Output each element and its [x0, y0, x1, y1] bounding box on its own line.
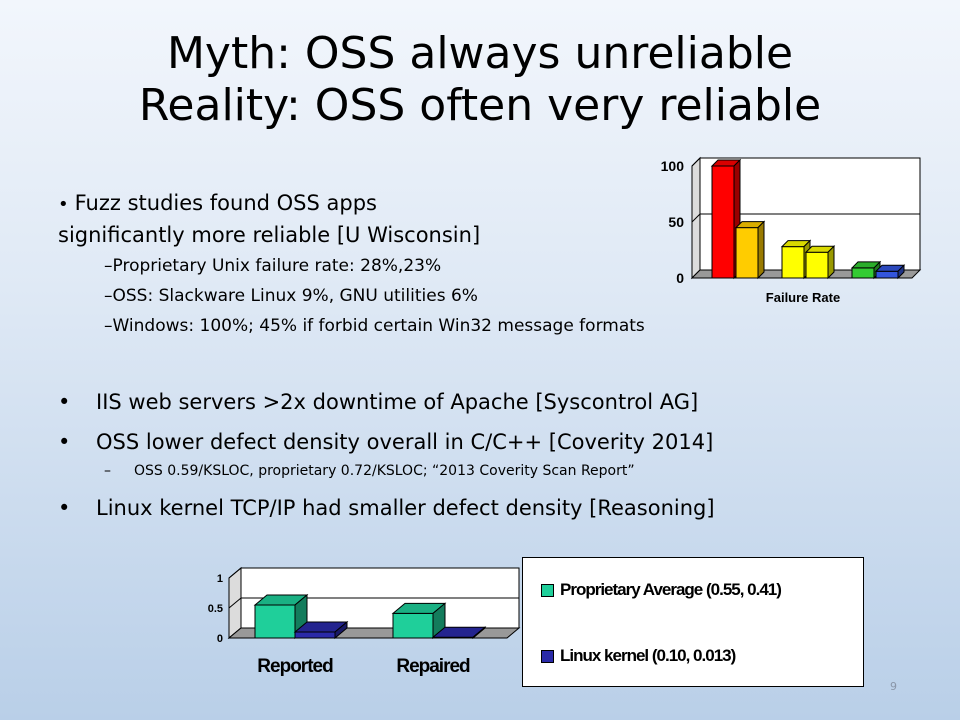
- failure-rate-xlabel: Failure Rate: [766, 290, 840, 305]
- chart2-ytick: 1: [217, 573, 223, 585]
- bullet-list: IIS web servers >2x downtime of Apache […: [58, 382, 938, 528]
- legend-item-proprietary: Proprietary Average (0.55, 0.41): [541, 580, 782, 600]
- legend-label-proprietary: Proprietary Average (0.55, 0.41): [560, 580, 782, 599]
- bullet-iis: IIS web servers >2x downtime of Apache […: [58, 382, 938, 422]
- title-line-reality: Reality: OSS often very reliable: [138, 80, 822, 131]
- fuzz-sub-proprietary: Proprietary Unix failure rate: 28%,23%: [58, 251, 618, 281]
- chart2-ytick: 0.5: [208, 603, 223, 615]
- chart2-bar: [391, 602, 447, 640]
- defect-density-legend: Proprietary Average (0.55, 0.41) Linux k…: [522, 557, 864, 687]
- chart2-gridline-side: [228, 597, 242, 609]
- bullet-linux-kernel: Linux kernel TCP/IP had smaller defect d…: [58, 488, 938, 528]
- chart1-gridline-side: [691, 213, 701, 223]
- legend-swatch-proprietary: [541, 584, 554, 598]
- chart2-bar: [253, 593, 309, 640]
- chart2-bar: [431, 626, 487, 640]
- title-line-myth: Myth: OSS always unreliable: [166, 28, 794, 79]
- bullet-coverity: OSS lower defect density overall in C/C+…: [58, 422, 938, 462]
- failure-rate-chart: 0 50 100 Failure Rate: [661, 156, 922, 305]
- defect-density-chart: 0 0.5 1 Reported Repaired: [208, 566, 521, 677]
- chart1-bar: [874, 264, 906, 280]
- fuzz-sub-oss: OSS: Slackware Linux 9%, GNU utilities 6…: [58, 281, 618, 311]
- chart1-ytick: 100: [661, 158, 685, 174]
- bullet-coverity-sub: OSS 0.59/KSLOC, proprietary 0.72/KSLOC; …: [58, 460, 938, 482]
- chart2-bar: [293, 620, 349, 640]
- page-number: 9: [890, 680, 897, 693]
- chart1-ytick: 0: [676, 270, 684, 286]
- legend-label-linux: Linux kernel (0.10, 0.013): [560, 646, 736, 665]
- chart2-category-label: Repaired: [396, 656, 470, 677]
- chart2-gridline-side: [228, 567, 242, 579]
- fuzz-sub-windows: Windows: 100%; 45% if forbid certain Win…: [58, 311, 645, 341]
- chart1-ytick: 50: [668, 214, 684, 230]
- fuzz-section: Fuzz studies found OSS apps significantl…: [58, 188, 645, 341]
- chart1-gridline-side: [691, 157, 701, 167]
- legend-item-linux: Linux kernel (0.10, 0.013): [541, 646, 736, 666]
- legend-swatch-linux: [541, 650, 554, 664]
- slide-title: Myth: OSS always unreliable Reality: OSS…: [0, 28, 960, 132]
- chart2-ytick: 0: [217, 633, 223, 645]
- chart1-bar: [734, 220, 766, 280]
- fuzz-lead-line2: significantly more reliable [U Wisconsin…: [58, 223, 481, 247]
- chart2-category-label: Reported: [257, 656, 333, 677]
- fuzz-lead-line1: Fuzz studies found OSS apps: [58, 188, 618, 220]
- chart1-bar: [804, 245, 836, 280]
